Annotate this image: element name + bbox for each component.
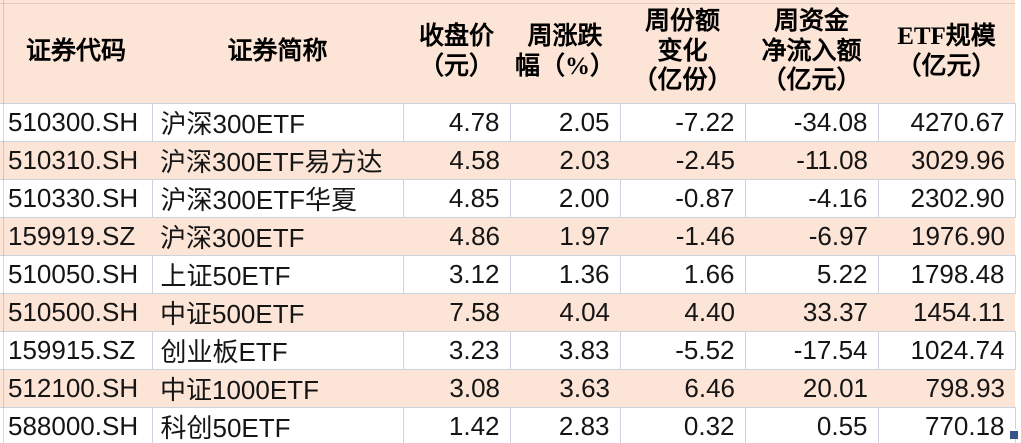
- cell-share_chg[interactable]: -7.22: [619, 103, 746, 142]
- table-row: 510300.SH 沪深300ETF 4.78 2.05 -7.22 -34.08 4270…: [0, 103, 1016, 142]
- cell-name[interactable]: 上证50ETF: [151, 255, 404, 294]
- cell-share_chg[interactable]: 4.40: [620, 293, 745, 332]
- cell-close[interactable]: 4.86: [403, 217, 510, 256]
- cell-chg[interactable]: 4.04: [510, 293, 620, 332]
- cell-close[interactable]: 4.85: [402, 179, 511, 218]
- cell-share_chg[interactable]: 0.32: [619, 407, 746, 443]
- cell-chg[interactable]: 2.00: [509, 179, 621, 218]
- column-header-scale[interactable]: ETF规模 （亿元）: [878, 0, 1015, 104]
- cell-inflow[interactable]: -17.54: [744, 331, 879, 370]
- column-header-share-chg[interactable]: 周份额 变化 （亿份）: [620, 0, 745, 104]
- cell-inflow[interactable]: -6.97: [745, 217, 878, 256]
- cell-inflow[interactable]: -34.08: [744, 103, 879, 142]
- etf-table-body: 510300.SH 沪深300ETF 4.78 2.05 -7.22 -34.08 4270…: [0, 103, 1016, 443]
- cell-code[interactable]: 510330.SH: [0, 179, 153, 218]
- cell-close[interactable]: 4.78: [402, 103, 511, 142]
- cell-code[interactable]: 510500.SH: [0, 293, 152, 332]
- column-header-name[interactable]: 证券简称: [152, 0, 403, 104]
- table-row: 588000.SH 科创50ETF 1.42 2.83 0.32 0.55 770.18: [0, 407, 1016, 443]
- table-row: 159915.SZ 创业板ETF 3.23 3.83 -5.52 -17.54 1024.7…: [0, 331, 1016, 370]
- cell-share_chg[interactable]: -0.87: [619, 179, 746, 218]
- cell-close[interactable]: 1.42: [402, 407, 511, 443]
- cell-scale[interactable]: 1976.90: [878, 217, 1015, 256]
- cell-scale[interactable]: 2302.90: [877, 179, 1016, 218]
- cell-inflow[interactable]: 0.55: [744, 407, 879, 443]
- header-row: 证券代码 证券简称 收盘价 （元） 周涨跌 幅（%） 周份额 变化 （亿份） 周…: [0, 0, 1015, 104]
- cell-close[interactable]: 3.23: [402, 331, 511, 370]
- table-row: 510330.SH 沪深300ETF华夏 4.85 2.00 -0.87 -4.16 230…: [0, 179, 1016, 218]
- cell-code[interactable]: 588000.SH: [0, 407, 153, 443]
- cell-share_chg[interactable]: -5.52: [619, 331, 746, 370]
- column-header-chg[interactable]: 周涨跌 幅（%）: [510, 0, 620, 104]
- cell-name[interactable]: 中证500ETF: [152, 293, 403, 332]
- cell-name[interactable]: 沪深300ETF: [152, 217, 403, 256]
- cell-scale[interactable]: 3029.96: [878, 141, 1015, 180]
- cell-code[interactable]: 510300.SH: [0, 103, 153, 142]
- cell-scale[interactable]: 770.18: [877, 407, 1016, 443]
- table-row: 510310.SH 沪深300ETF易方达 4.58 2.03 -2.45 -11.08 3…: [0, 141, 1015, 180]
- table-row: 512100.SH 中证1000ETF 3.08 3.63 6.46 20.01 798.9…: [0, 369, 1015, 408]
- cell-inflow[interactable]: -4.16: [744, 179, 879, 218]
- cell-share_chg[interactable]: 1.66: [619, 255, 746, 294]
- cell-code[interactable]: 510050.SH: [0, 255, 153, 294]
- cell-code[interactable]: 510310.SH: [0, 141, 152, 180]
- cell-chg[interactable]: 2.05: [509, 103, 621, 142]
- cell-chg[interactable]: 3.63: [510, 369, 620, 408]
- cell-scale[interactable]: 1024.74: [877, 331, 1016, 370]
- cell-chg[interactable]: 3.83: [509, 331, 621, 370]
- cell-scale[interactable]: 798.93: [878, 369, 1015, 408]
- cell-name[interactable]: 中证1000ETF: [152, 369, 403, 408]
- cell-code[interactable]: 159915.SZ: [0, 331, 153, 370]
- cell-chg[interactable]: 2.03: [510, 141, 620, 180]
- cell-chg[interactable]: 2.83: [509, 407, 621, 443]
- cell-close[interactable]: 4.58: [403, 141, 510, 180]
- cell-scale[interactable]: 4270.67: [877, 103, 1016, 142]
- column-header-close[interactable]: 收盘价 （元）: [403, 0, 510, 104]
- cell-inflow[interactable]: 33.37: [745, 293, 878, 332]
- table-row: 510500.SH 中证500ETF 7.58 4.04 4.40 33.37 1454.1…: [0, 293, 1015, 332]
- autofill-handle[interactable]: [1008, 429, 1018, 439]
- cell-share_chg[interactable]: -2.45: [620, 141, 745, 180]
- cell-scale[interactable]: 1798.48: [877, 255, 1016, 294]
- cell-close[interactable]: 7.58: [403, 293, 510, 332]
- cell-close[interactable]: 3.08: [403, 369, 510, 408]
- table-row: 510050.SH 上证50ETF 3.12 1.36 1.66 5.22 1798.48: [0, 255, 1016, 294]
- column-header-inflow[interactable]: 周资金 净流入额 （亿元）: [745, 0, 878, 104]
- cell-inflow[interactable]: 20.01: [745, 369, 878, 408]
- column-header-code[interactable]: 证券代码: [0, 0, 152, 104]
- cell-inflow[interactable]: -11.08: [745, 141, 878, 180]
- cell-name[interactable]: 科创50ETF: [151, 407, 404, 443]
- cell-name[interactable]: 沪深300ETF: [151, 103, 404, 142]
- cell-code[interactable]: 159919.SZ: [0, 217, 152, 256]
- cell-inflow[interactable]: 5.22: [744, 255, 879, 294]
- cell-chg[interactable]: 1.97: [510, 217, 620, 256]
- cell-name[interactable]: 创业板ETF: [151, 331, 404, 370]
- table-row: 159919.SZ 沪深300ETF 4.86 1.97 -1.46 -6.97 1976.…: [0, 217, 1015, 256]
- cell-scale[interactable]: 1454.11: [878, 293, 1015, 332]
- cell-chg[interactable]: 1.36: [509, 255, 621, 294]
- cell-share_chg[interactable]: -1.46: [620, 217, 745, 256]
- cell-name[interactable]: 沪深300ETF华夏: [151, 179, 404, 218]
- cell-close[interactable]: 3.12: [402, 255, 511, 294]
- cell-share_chg[interactable]: 6.46: [620, 369, 745, 408]
- cell-name[interactable]: 沪深300ETF易方达: [152, 141, 403, 180]
- cell-code[interactable]: 512100.SH: [0, 369, 152, 408]
